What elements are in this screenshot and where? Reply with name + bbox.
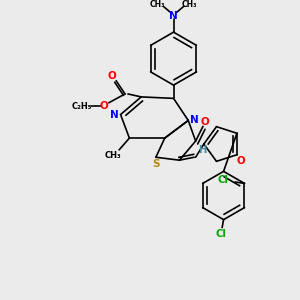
Text: O: O [201,117,209,127]
Text: N: N [190,116,199,125]
Text: O: O [237,156,246,166]
Text: N: N [110,110,118,120]
Text: H: H [198,145,206,155]
Text: CH₃: CH₃ [150,0,165,9]
Text: S: S [152,159,160,169]
Text: CH₃: CH₃ [105,151,122,160]
Text: CH₃: CH₃ [182,0,197,9]
Text: Cl: Cl [215,230,226,239]
Text: C₂H₅: C₂H₅ [72,102,92,111]
Text: N: N [169,11,178,21]
Text: O: O [99,101,108,111]
Text: O: O [107,71,116,81]
Text: Cl: Cl [217,176,228,185]
